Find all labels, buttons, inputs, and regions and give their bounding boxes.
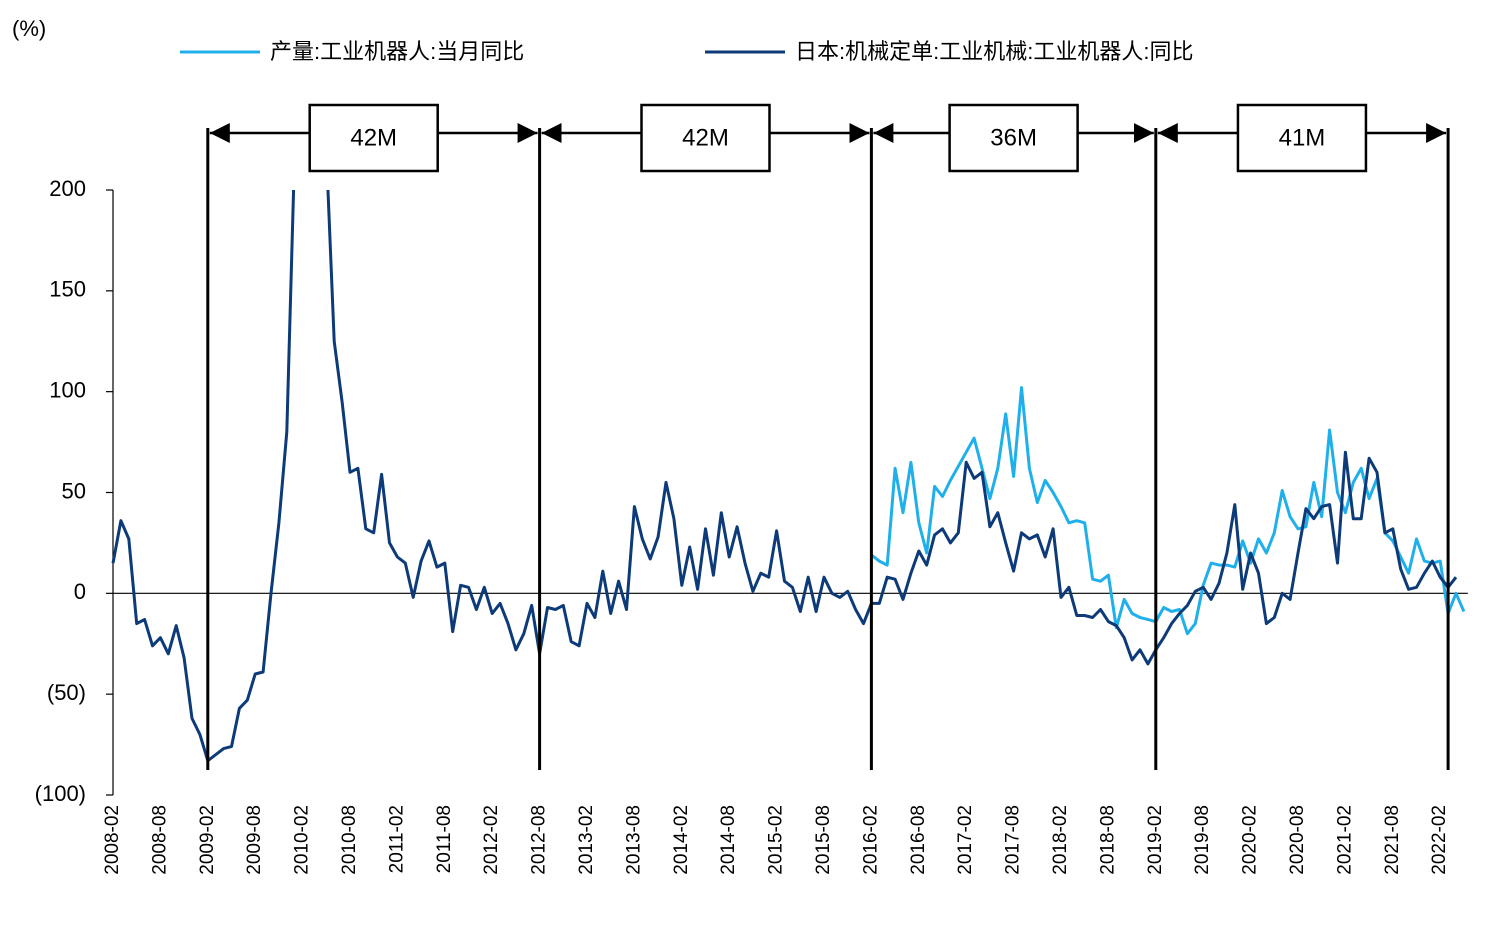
x-tick-label: 2011-08 bbox=[434, 805, 455, 873]
y-tick-label: 150 bbox=[49, 277, 86, 302]
series-line bbox=[111, 190, 1458, 763]
x-tick-label: 2013-08 bbox=[623, 805, 644, 875]
y-tick-label: 50 bbox=[62, 478, 86, 503]
x-tick-label: 2008-08 bbox=[149, 805, 170, 875]
x-tick-label: 2014-08 bbox=[718, 805, 739, 875]
x-tick-label: 2011-02 bbox=[386, 805, 407, 873]
x-tick-label: 2020-08 bbox=[1287, 805, 1308, 875]
x-tick-label: 2013-02 bbox=[576, 805, 597, 875]
period-box bbox=[640, 103, 771, 173]
x-tick-label: 2009-02 bbox=[197, 805, 218, 875]
period-label: 42M bbox=[350, 124, 397, 151]
y-tick-label: 200 bbox=[49, 176, 86, 201]
y-tick-label: 100 bbox=[49, 377, 86, 402]
x-tick-label: 2018-08 bbox=[1097, 805, 1118, 875]
x-tick-label: 2017-08 bbox=[1003, 805, 1024, 875]
x-tick-label: 2015-08 bbox=[813, 805, 834, 875]
x-tick-label: 2008-02 bbox=[102, 805, 123, 875]
x-tick-label: 2010-02 bbox=[292, 805, 313, 875]
y-tick-label: (50) bbox=[47, 680, 86, 705]
period-label: 42M bbox=[682, 124, 729, 151]
x-tick-label: 2016-02 bbox=[860, 805, 881, 875]
legend-label: 产量:工业机器人:当月同比 bbox=[270, 39, 524, 64]
x-tick-label: 2012-08 bbox=[529, 805, 550, 875]
x-tick-label: 2010-08 bbox=[339, 805, 360, 875]
y-tick-label: (100) bbox=[35, 781, 86, 806]
x-tick-label: 2022-02 bbox=[1429, 805, 1450, 875]
x-tick-label: 2020-02 bbox=[1240, 805, 1261, 875]
x-tick-label: 2019-08 bbox=[1192, 805, 1213, 875]
period-box bbox=[308, 103, 439, 173]
legend-label: 日本:机械定单:工业机械:工业机器人:同比 bbox=[795, 39, 1193, 64]
period-box bbox=[948, 103, 1079, 173]
x-tick-label: 2015-02 bbox=[766, 805, 787, 875]
period-label: 41M bbox=[1279, 124, 1326, 151]
period-label: 36M bbox=[990, 124, 1037, 151]
period-box bbox=[1236, 103, 1368, 173]
y-tick-label: 0 bbox=[74, 579, 86, 604]
x-tick-label: 2014-02 bbox=[671, 805, 692, 875]
y-axis-label: (%) bbox=[12, 16, 46, 41]
x-tick-label: 2019-02 bbox=[1145, 805, 1166, 875]
x-tick-label: 2017-02 bbox=[955, 805, 976, 875]
x-tick-label: 2009-08 bbox=[244, 805, 265, 875]
x-tick-label: 2016-08 bbox=[908, 805, 929, 875]
x-tick-label: 2018-02 bbox=[1050, 805, 1071, 875]
x-tick-label: 2012-02 bbox=[481, 805, 502, 875]
x-tick-label: 2021-08 bbox=[1382, 805, 1403, 875]
x-tick-label: 2021-02 bbox=[1334, 805, 1355, 875]
lines bbox=[111, 190, 1466, 763]
